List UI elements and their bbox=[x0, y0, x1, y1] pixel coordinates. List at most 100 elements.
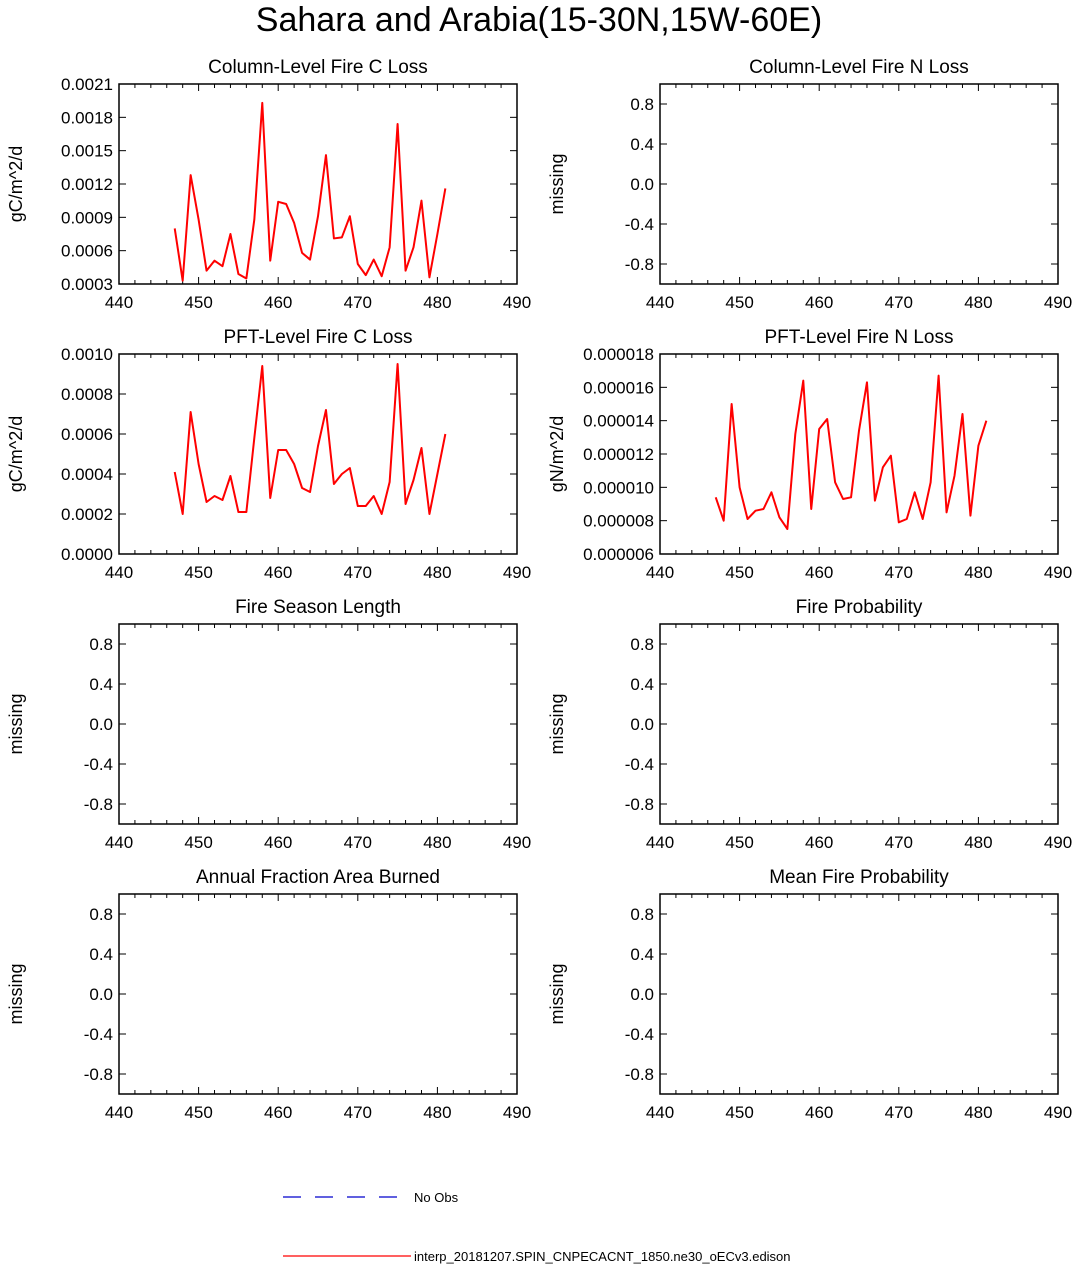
x-tick-label: 480 bbox=[423, 833, 451, 852]
plot-frame bbox=[659, 623, 1059, 825]
figure-title: Sahara and Arabia(15-30N,15W-60E) bbox=[255, 1, 823, 39]
y-tick-label: 0.4 bbox=[630, 675, 654, 694]
chart-panel: PFT-Level Fire N Loss gN/m^2/d 440 450 460 47… bbox=[547, 327, 1072, 582]
y-tick-label: -0.8 bbox=[625, 1065, 654, 1084]
x-tick-label: 490 bbox=[1044, 293, 1072, 312]
panel-title: Annual Fraction Area Burned bbox=[196, 867, 440, 888]
y-tick-label: -0.8 bbox=[84, 795, 113, 814]
y-tick-label: 0.4 bbox=[630, 135, 654, 154]
y-tick-label: -0.4 bbox=[625, 1025, 654, 1044]
y-tick-label: 0.000008 bbox=[583, 512, 654, 531]
y-axis-label: gC/m^2/d bbox=[6, 416, 26, 492]
y-tick-label: 0.4 bbox=[89, 675, 113, 694]
series-line bbox=[173, 101, 447, 282]
y-tick-label: 0.8 bbox=[630, 905, 654, 924]
x-tick-label: 490 bbox=[1044, 1103, 1072, 1122]
y-tick-label: 0.0010 bbox=[61, 345, 113, 364]
y-tick-label: 0.0009 bbox=[61, 208, 113, 227]
panel-title: PFT-Level Fire N Loss bbox=[765, 327, 954, 348]
y-tick-label: 0.0004 bbox=[61, 465, 113, 484]
chart-panel: Fire Season Length missing 440 450 460 470 480… bbox=[6, 597, 531, 852]
x-tick-label: 480 bbox=[423, 293, 451, 312]
y-tick-label: 0.000016 bbox=[583, 378, 654, 397]
y-tick-label: 0.0021 bbox=[61, 75, 113, 94]
y-tick-label: 0.8 bbox=[630, 95, 654, 114]
x-tick-label: 470 bbox=[885, 563, 913, 582]
x-tick-label: 470 bbox=[344, 293, 372, 312]
panel-title: PFT-Level Fire C Loss bbox=[224, 327, 413, 348]
x-tick-label: 470 bbox=[344, 833, 372, 852]
panel-title: Column-Level Fire N Loss bbox=[749, 57, 969, 78]
y-tick-label: 0.000010 bbox=[583, 478, 654, 497]
x-tick-label: 450 bbox=[725, 563, 753, 582]
x-tick-label: 460 bbox=[805, 1103, 833, 1122]
y-tick-label: -0.8 bbox=[84, 1065, 113, 1084]
x-tick-label: 440 bbox=[105, 833, 133, 852]
x-tick-label: 480 bbox=[964, 833, 992, 852]
y-tick-label: 0.0 bbox=[89, 715, 113, 734]
y-tick-label: -0.4 bbox=[84, 755, 113, 774]
panel-title: Column-Level Fire C Loss bbox=[208, 57, 428, 78]
plot-frame bbox=[118, 353, 518, 555]
x-tick-label: 450 bbox=[184, 833, 212, 852]
x-tick-label: 460 bbox=[264, 1103, 292, 1122]
x-tick-label: 460 bbox=[805, 563, 833, 582]
y-axis-label: missing bbox=[547, 963, 567, 1024]
y-axis-label: gC/m^2/d bbox=[6, 146, 26, 222]
y-axis-label: missing bbox=[547, 693, 567, 754]
y-tick-label: 0.0000 bbox=[61, 545, 113, 564]
x-tick-label: 440 bbox=[105, 1103, 133, 1122]
y-tick-label: 0.0 bbox=[630, 985, 654, 1004]
y-tick-label: 0.8 bbox=[89, 905, 113, 924]
x-tick-label: 480 bbox=[423, 563, 451, 582]
y-tick-label: 0.8 bbox=[630, 635, 654, 654]
x-tick-label: 440 bbox=[646, 563, 674, 582]
x-tick-label: 490 bbox=[1044, 833, 1072, 852]
panel-title: Fire Season Length bbox=[235, 597, 401, 618]
plot-frame bbox=[118, 83, 518, 285]
x-tick-label: 470 bbox=[885, 293, 913, 312]
y-tick-label: 0.0015 bbox=[61, 142, 113, 161]
y-tick-label: 0.0018 bbox=[61, 108, 113, 127]
x-tick-label: 440 bbox=[646, 833, 674, 852]
y-tick-label: 0.4 bbox=[630, 945, 654, 964]
x-tick-label: 460 bbox=[264, 293, 292, 312]
y-tick-label: 0.0 bbox=[89, 985, 113, 1004]
x-tick-label: 480 bbox=[423, 1103, 451, 1122]
y-tick-label: 0.0008 bbox=[61, 385, 113, 404]
y-axis-label: missing bbox=[6, 693, 26, 754]
plot-frame bbox=[118, 623, 518, 825]
y-tick-label: 0.000012 bbox=[583, 445, 654, 464]
plot-frame bbox=[118, 893, 518, 1095]
x-tick-label: 450 bbox=[725, 1103, 753, 1122]
legend: No Obs interp_20181207.SPIN_CNPECACNT_18… bbox=[283, 1190, 791, 1264]
legend-obs-label: No Obs bbox=[414, 1190, 459, 1205]
y-axis-label: missing bbox=[6, 963, 26, 1024]
y-tick-label: 0.000006 bbox=[583, 545, 654, 564]
x-tick-label: 490 bbox=[503, 293, 531, 312]
x-tick-label: 440 bbox=[105, 293, 133, 312]
x-tick-label: 480 bbox=[964, 293, 992, 312]
x-tick-label: 460 bbox=[264, 833, 292, 852]
chart-panel: Column-Level Fire N Loss missing 440 450 460… bbox=[547, 57, 1072, 312]
x-tick-label: 490 bbox=[503, 563, 531, 582]
chart-panel: PFT-Level Fire C Loss gC/m^2/d 440 450 460 47… bbox=[6, 327, 531, 582]
y-tick-label: 0.000018 bbox=[583, 345, 654, 364]
chart-panel: Column-Level Fire C Loss gC/m^2/d 440 450 46… bbox=[6, 57, 531, 312]
y-axis-label: gN/m^2/d bbox=[547, 416, 567, 492]
y-tick-label: 0.0006 bbox=[61, 425, 113, 444]
x-tick-label: 460 bbox=[264, 563, 292, 582]
x-tick-label: 490 bbox=[503, 833, 531, 852]
x-tick-label: 440 bbox=[646, 293, 674, 312]
x-tick-label: 460 bbox=[805, 293, 833, 312]
chart-panel: Annual Fraction Area Burned missing 440 450… bbox=[6, 867, 531, 1122]
y-axis-label: missing bbox=[547, 153, 567, 214]
chart-panel: Mean Fire Probability missing 440 450 460 470… bbox=[547, 867, 1072, 1122]
x-tick-label: 440 bbox=[646, 1103, 674, 1122]
plot-frame bbox=[659, 83, 1059, 285]
x-tick-label: 470 bbox=[344, 563, 372, 582]
panel-title: Fire Probability bbox=[796, 597, 923, 618]
y-tick-label: 0.4 bbox=[89, 945, 113, 964]
y-tick-label: -0.8 bbox=[625, 795, 654, 814]
